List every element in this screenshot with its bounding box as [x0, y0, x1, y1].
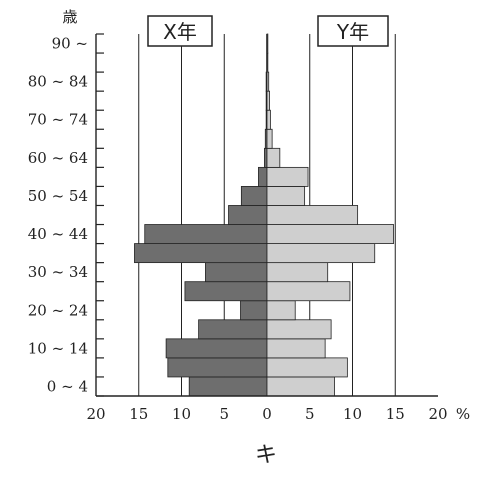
x-tick-label-4: 0	[262, 405, 272, 423]
bar-right-75~79	[266, 90, 270, 111]
bar-right-0~4	[266, 376, 335, 397]
bar-right-10~14	[266, 338, 326, 359]
bar-right-15~19	[266, 319, 332, 340]
axis-group: 0 ~ 4 10 ~ 14 20 ~ 24 30 ~ 34 40 ~ 44 50 ~ 54…	[28, 33, 448, 423]
left-panel-label-box	[147, 15, 213, 47]
right-panel-label-box	[317, 15, 389, 47]
x-unit-label: %	[456, 405, 470, 423]
bar-right-5~9	[266, 357, 348, 378]
bar-right-45~49	[266, 205, 359, 225]
bar-left-50~54	[240, 186, 268, 206]
bar-left-20~24	[240, 300, 268, 321]
right-panel-label: Y年	[336, 20, 369, 44]
figure-caption: キ	[255, 443, 277, 468]
y-tick-label-3: 30 ~ 34	[28, 263, 88, 281]
y-tick-label-2: 20 ~ 24	[28, 301, 88, 319]
bar-right-50~54	[266, 186, 306, 206]
x-tick-label-5: 5	[305, 405, 315, 423]
bar-left-45~49	[228, 205, 268, 225]
bar-right-85~89	[266, 52, 269, 73]
x-tick-label-1: 15	[129, 405, 148, 423]
bar-right-20~24	[266, 300, 296, 321]
bar-left-55~59	[258, 166, 268, 187]
y-tick-label-7: 70 ~ 74	[28, 111, 88, 129]
x-tick-label-2: 10	[172, 405, 191, 423]
left-panel-label: X年	[163, 20, 197, 44]
y-tick-label-0: 0 ~ 4	[47, 377, 88, 395]
bars-group	[134, 33, 394, 397]
y-tick-label-5: 50 ~ 54	[28, 187, 88, 205]
bar-left-5~9	[167, 357, 268, 378]
bar-left-40~44	[144, 224, 268, 244]
x-tick-label-7: 15	[386, 405, 405, 423]
bar-right-70~74	[266, 109, 271, 130]
bar-right-65~69	[266, 128, 273, 149]
bar-right-25~29	[266, 281, 351, 302]
y-tick-label-9: 90 ~	[52, 35, 88, 53]
bar-right-60~64	[266, 147, 281, 168]
y-unit-label: 歳	[62, 8, 77, 26]
bar-right-80~84	[266, 71, 270, 92]
bar-left-35~39	[134, 243, 268, 264]
bar-left-30~34	[205, 262, 268, 283]
x-tick-label-0: 20	[86, 405, 105, 423]
bar-right-55~59	[266, 166, 309, 187]
y-tick-label-1: 10 ~ 14	[28, 339, 88, 357]
x-tick-label-6: 10	[343, 405, 362, 423]
x-tick-label-3: 5	[219, 405, 229, 423]
y-tick-label-6: 60 ~ 64	[28, 149, 88, 167]
bar-right-35~39	[266, 243, 376, 264]
bar-left-0~4	[188, 376, 268, 397]
bar-left-10~14	[165, 338, 268, 359]
x-tick-label-8: 20	[428, 405, 447, 423]
y-tick-label-8: 80 ~ 84	[28, 73, 88, 91]
bar-right-90~	[266, 33, 269, 54]
bar-left-25~29	[184, 281, 268, 302]
bar-right-30~34	[266, 262, 329, 283]
bar-right-40~44	[266, 224, 394, 244]
bar-left-15~19	[198, 319, 268, 340]
y-tick-label-4: 40 ~ 44	[28, 225, 88, 243]
